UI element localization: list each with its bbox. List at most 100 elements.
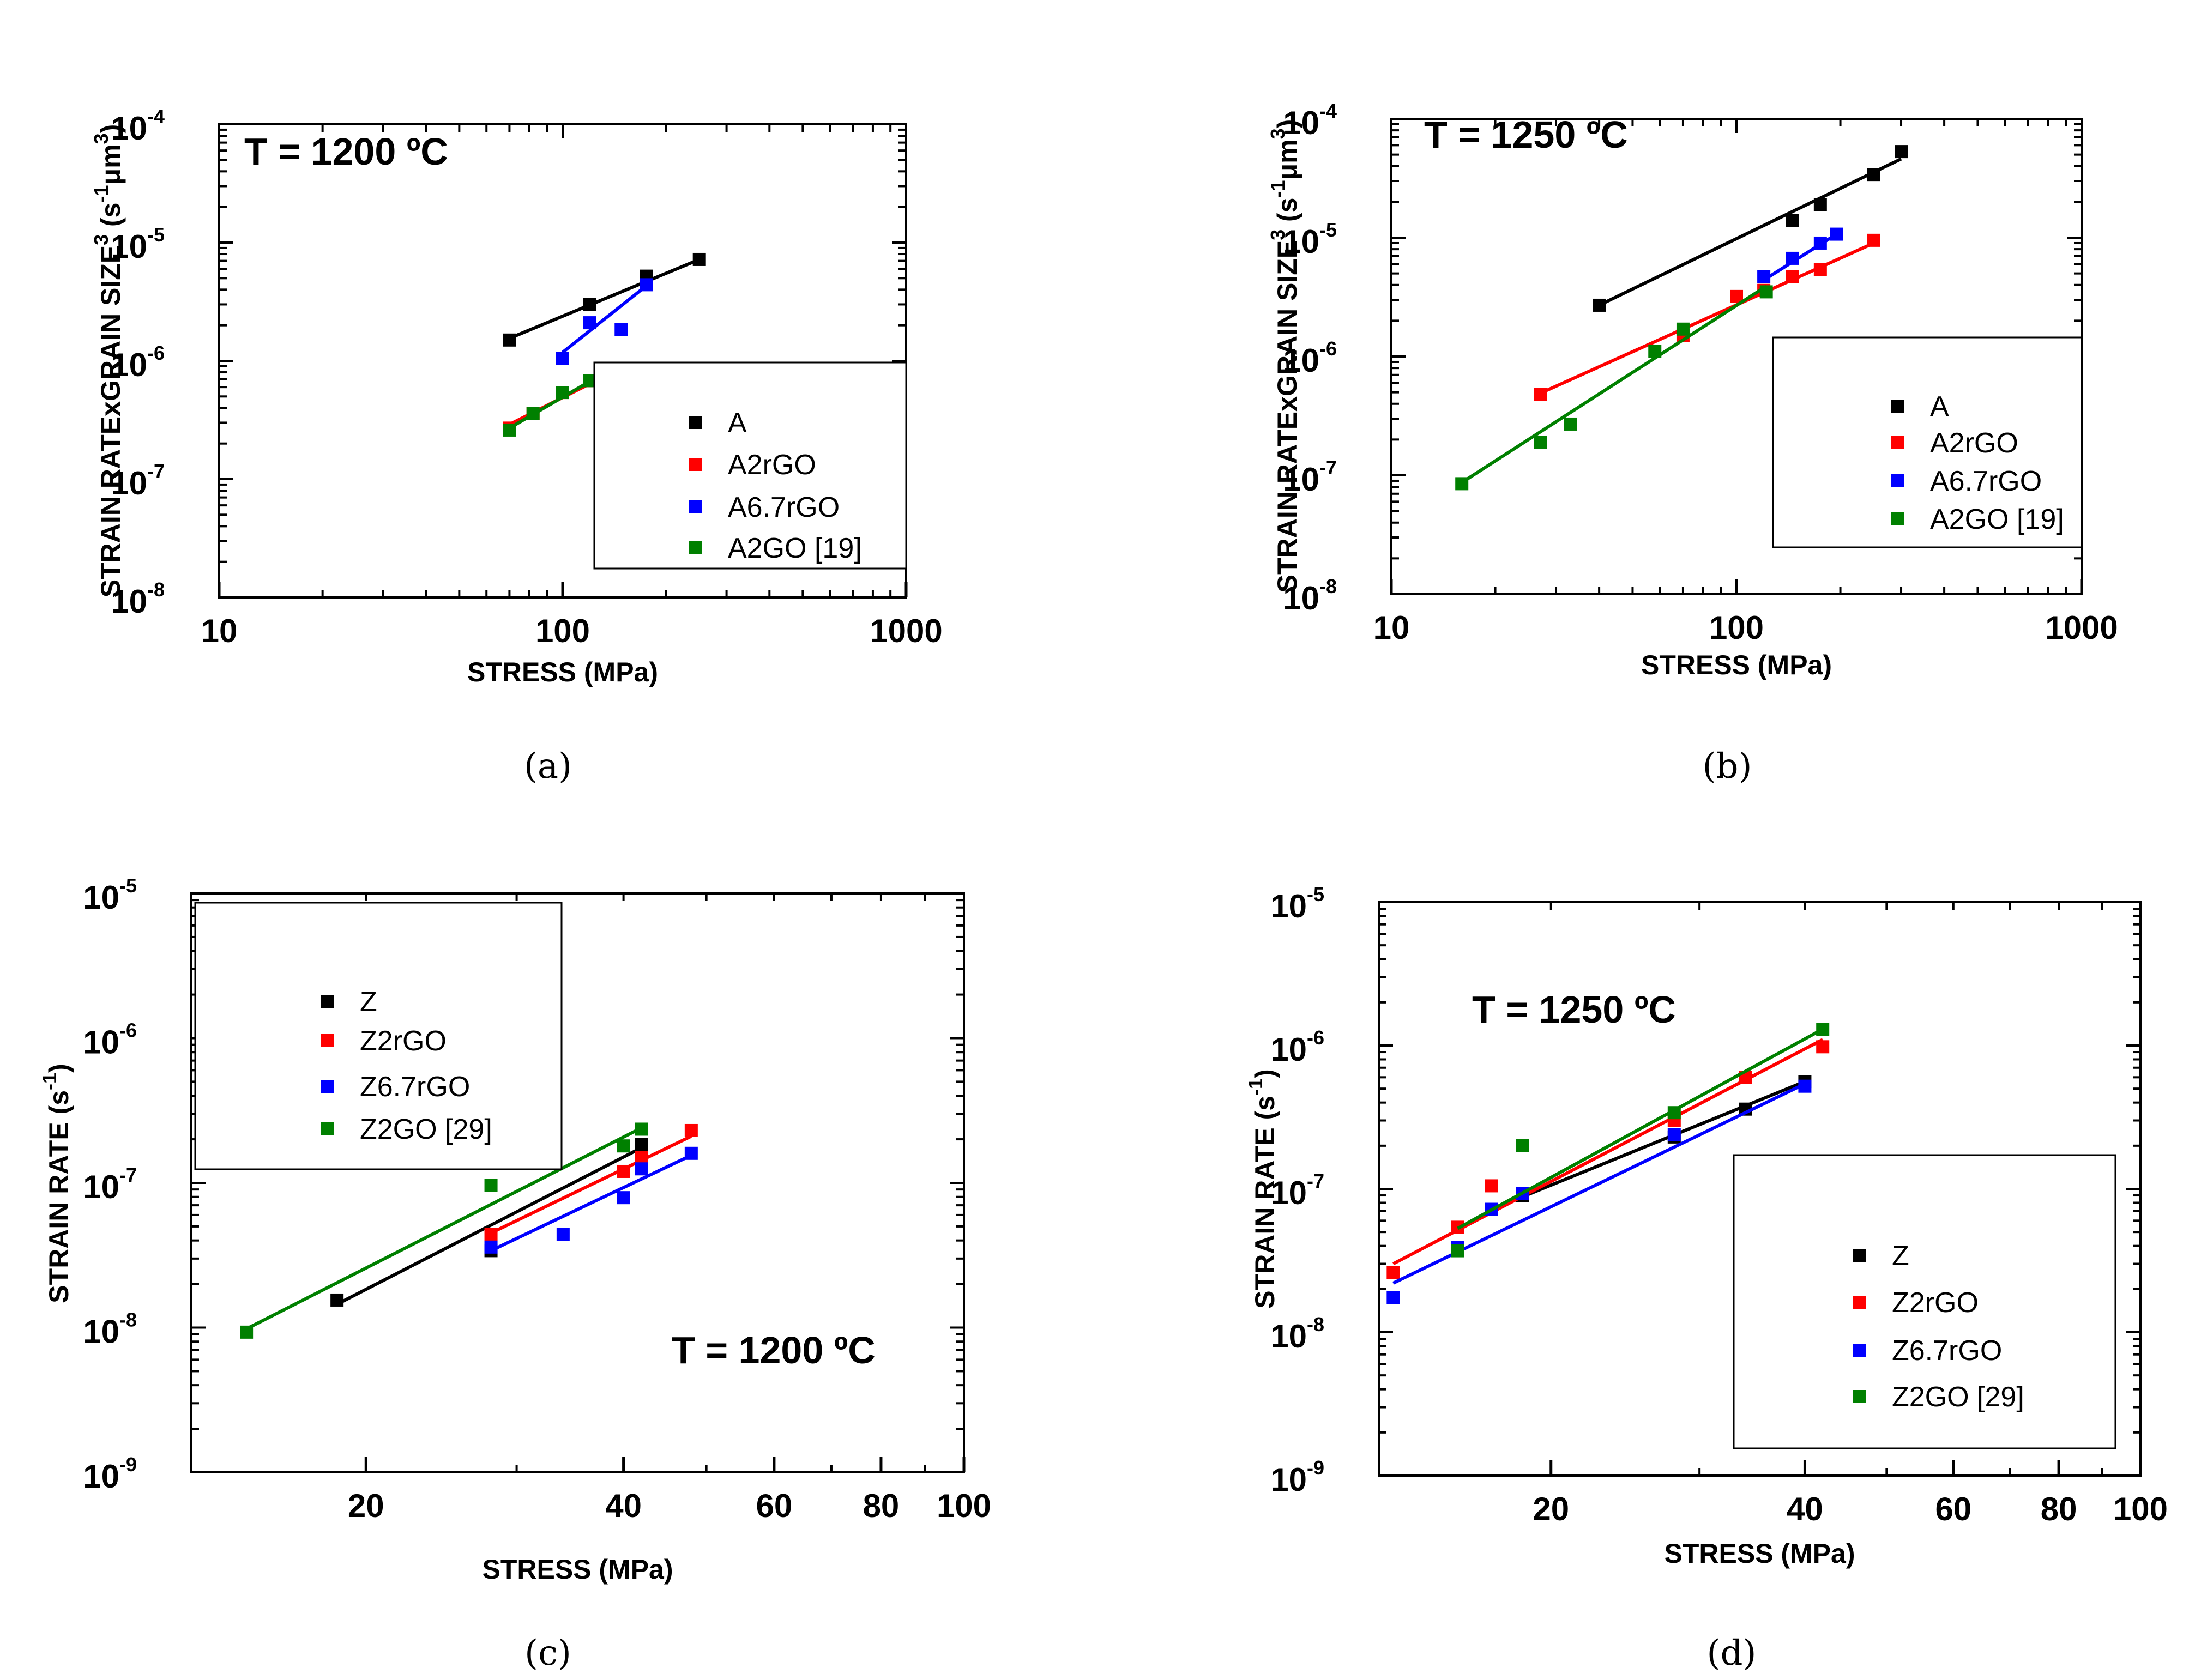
data-point xyxy=(684,1146,698,1160)
legend-label: A xyxy=(728,407,747,439)
legend-marker xyxy=(321,1122,334,1135)
legend-label: A6.7rGO xyxy=(1930,466,2042,497)
y-tick-exponent: -8 xyxy=(147,578,165,601)
y-axis-label-close: ) xyxy=(1250,1069,1280,1078)
y-tick-exponent: -8 xyxy=(1319,575,1337,597)
y-tick-exponent: -7 xyxy=(1307,1170,1324,1192)
y-axis-label-sup: -1 xyxy=(1244,1078,1267,1096)
data-point xyxy=(556,352,569,365)
data-point xyxy=(1816,1040,1830,1054)
legend-label: Z2GO [29] xyxy=(360,1114,492,1145)
x-axis-label: STRESS (MPa) xyxy=(1664,1538,1855,1569)
y-axis-label-unit2: μm xyxy=(95,144,126,185)
data-point xyxy=(692,252,706,266)
y-axis-label-main: STRAIN RATE (s xyxy=(1250,1096,1280,1309)
x-tick-label: 60 xyxy=(1935,1491,1971,1527)
y-tick-exponent: -5 xyxy=(1319,219,1337,241)
x-axis-label: STRESS (MPa) xyxy=(1641,650,1832,680)
data-point xyxy=(1757,270,1771,283)
legend-box xyxy=(1733,1154,2116,1449)
data-point xyxy=(1516,1139,1529,1152)
temperature-annotation: T = 1250 ºC xyxy=(1472,988,1676,1031)
x-tick-label: 60 xyxy=(756,1488,793,1524)
data-point xyxy=(635,1162,648,1176)
y-tick-base: 10 xyxy=(111,465,147,501)
y-tick-label: 10-6 xyxy=(1270,1026,1324,1068)
data-point xyxy=(635,1138,648,1151)
y-axis-label-unit2: μm xyxy=(1272,139,1302,180)
data-point xyxy=(240,1325,254,1339)
y-tick-label: 10-5 xyxy=(1270,883,1324,924)
data-point xyxy=(1564,417,1577,431)
y-tick-label: 10-8 xyxy=(1283,575,1337,617)
data-point xyxy=(484,1240,498,1254)
y-tick-exponent: -5 xyxy=(1307,883,1324,905)
legend-marker xyxy=(1891,512,1904,525)
legend-marker xyxy=(689,541,702,554)
y-tick-label: 10-9 xyxy=(83,1453,137,1495)
y-tick-label: 10-8 xyxy=(1270,1313,1324,1355)
data-point xyxy=(1534,388,1547,401)
data-point xyxy=(503,423,516,437)
data-point xyxy=(503,333,516,347)
x-axis-label: STRESS (MPa) xyxy=(467,657,658,687)
legend-marker xyxy=(1891,400,1904,413)
y-axis-label: STRAIN RATExGRAIN SIZE3 (s-1μm3) xyxy=(90,124,126,598)
legend-label: A2rGO xyxy=(728,449,816,481)
y-tick-label: 10-7 xyxy=(83,1164,137,1205)
data-point xyxy=(330,1293,344,1307)
y-axis-label-unit-sup: -1 xyxy=(90,185,112,203)
y-tick-label: 10-9 xyxy=(1270,1457,1324,1498)
legend-marker xyxy=(321,1034,334,1047)
y-tick-label: 10-8 xyxy=(111,578,165,620)
y-tick-base: 10 xyxy=(1283,342,1319,379)
y-axis-label: STRAIN RATExGRAIN SIZE3 (s-1μm3) xyxy=(1267,119,1302,593)
y-axis-label: STRAIN RATE (s-1) xyxy=(38,1063,74,1303)
y-tick-base: 10 xyxy=(111,583,147,620)
legend-marker xyxy=(1891,474,1904,487)
legend-label: A2GO [19] xyxy=(728,533,862,564)
data-point xyxy=(556,386,569,400)
y-tick-exponent: -5 xyxy=(119,874,137,897)
legend-label: Z6.7rGO xyxy=(1892,1335,2002,1367)
y-axis-label-close: ) xyxy=(95,124,126,134)
y-tick-exponent: -7 xyxy=(119,1164,137,1186)
data-point xyxy=(1593,298,1606,312)
panel-caption: (b) xyxy=(1703,746,1752,787)
y-tick-base: 10 xyxy=(1283,105,1319,141)
data-point xyxy=(1667,1106,1681,1120)
y-tick-base: 10 xyxy=(111,110,147,147)
data-point xyxy=(556,1228,570,1241)
y-tick-base: 10 xyxy=(1270,1318,1307,1355)
data-point xyxy=(1455,477,1469,491)
data-point xyxy=(1867,233,1880,247)
y-tick-exponent: -6 xyxy=(1307,1026,1324,1049)
data-point xyxy=(583,298,596,311)
legend-label: Z2rGO xyxy=(360,1025,447,1057)
y-tick-exponent: -5 xyxy=(147,223,165,246)
data-point xyxy=(635,1122,648,1136)
x-tick-label: 20 xyxy=(1533,1491,1569,1527)
x-tick-label: 80 xyxy=(2041,1491,2077,1527)
legend-marker xyxy=(321,1080,334,1093)
x-tick-label: 100 xyxy=(2113,1491,2168,1527)
y-tick-exponent: -9 xyxy=(119,1453,137,1476)
data-point xyxy=(617,1191,630,1205)
data-point xyxy=(1676,322,1690,336)
data-point xyxy=(1786,251,1799,265)
y-tick-exponent: -6 xyxy=(119,1019,137,1042)
fit-line xyxy=(245,1126,643,1331)
y-axis-label-close: ) xyxy=(1272,119,1302,129)
legend-label: A2GO [19] xyxy=(1930,504,2064,535)
x-tick-label: 1000 xyxy=(870,613,942,649)
x-tick-label: 100 xyxy=(937,1488,991,1524)
legend-marker xyxy=(1853,1344,1866,1357)
fit-line xyxy=(490,1134,692,1235)
legend-marker xyxy=(1853,1390,1866,1403)
y-tick-base: 10 xyxy=(83,1314,119,1350)
fit-line xyxy=(508,378,593,430)
legend-box xyxy=(194,902,563,1170)
y-tick-base: 10 xyxy=(1283,223,1319,260)
y-axis-label-main: STRAIN RATE (s xyxy=(44,1090,74,1303)
